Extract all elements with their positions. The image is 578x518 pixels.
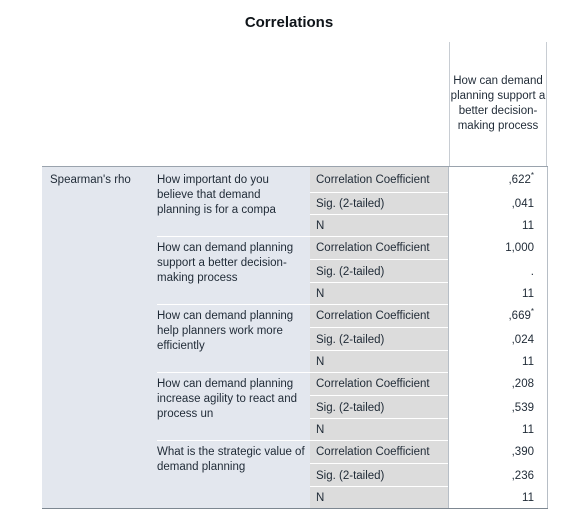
row-separator: [157, 236, 448, 237]
coefficient-value: 1,000: [505, 242, 534, 254]
row-separator: [310, 463, 448, 464]
coefficient-value: ,390: [511, 446, 534, 458]
row-separator: [310, 486, 448, 487]
variable-label: How can demand planning help planners wo…: [157, 310, 294, 352]
value-left-border: [448, 167, 449, 508]
row-group-label: Spearman's rho: [50, 174, 131, 186]
coefficient-value: ,622*: [508, 171, 534, 186]
n-value: 11: [522, 356, 534, 368]
stat-label-n: N: [316, 220, 325, 232]
table-title: Correlations: [244, 14, 334, 31]
variable-label: How can demand planning increase agility…: [157, 378, 297, 420]
stat-label-sig: Sig. (2-tailed): [316, 470, 385, 482]
coefficient-value: ,669*: [508, 307, 534, 322]
stat-label-coefficient: Correlation Coefficient: [316, 174, 430, 186]
row-separator: [310, 327, 448, 328]
row-separator: [310, 259, 448, 260]
row-separator: [310, 418, 448, 419]
sig-value: .: [530, 266, 534, 278]
row-separator: [310, 282, 448, 283]
row-separator: [157, 372, 448, 373]
stat-label-coefficient: Correlation Coefficient: [316, 446, 430, 458]
stat-label-n: N: [316, 288, 325, 300]
significance-mark: *: [530, 171, 534, 181]
header-right-border: [546, 42, 547, 166]
column-header: How can demand planning support a better…: [450, 75, 546, 132]
row-label-area: [42, 167, 310, 508]
stat-label-sig: Sig. (2-tailed): [316, 334, 385, 346]
header-left-border: [449, 42, 450, 166]
row-separator: [310, 395, 448, 396]
n-value: 11: [522, 424, 534, 436]
n-value: 11: [522, 288, 534, 300]
stat-label-coefficient: Correlation Coefficient: [316, 242, 430, 254]
stat-label-coefficient: Correlation Coefficient: [316, 310, 430, 322]
variable-label: How important do you believe that demand…: [157, 174, 276, 216]
value-right-border: [547, 167, 548, 508]
stat-label-sig: Sig. (2-tailed): [316, 402, 385, 414]
row-separator: [310, 214, 448, 215]
stat-label-area: [310, 167, 448, 508]
row-separator: [310, 350, 448, 351]
significance-mark: *: [530, 307, 534, 317]
stat-label-n: N: [316, 356, 325, 368]
row-separator: [310, 192, 448, 193]
table-bottom-rule: [42, 508, 548, 509]
coefficient-value: ,208: [511, 378, 534, 390]
value-column: [448, 167, 548, 508]
row-separator: [157, 440, 448, 441]
stat-label-sig: Sig. (2-tailed): [316, 198, 385, 210]
stat-label-coefficient: Correlation Coefficient: [316, 378, 430, 390]
sig-value: ,236: [511, 470, 534, 482]
variable-label: What is the strategic value of demand pl…: [157, 446, 305, 473]
stat-label-n: N: [316, 424, 325, 436]
n-value: 11: [522, 492, 534, 504]
stat-label-sig: Sig. (2-tailed): [316, 266, 385, 278]
table-top-rule: [42, 166, 548, 167]
variable-label: How can demand planning support a better…: [157, 242, 294, 284]
row-separator: [157, 304, 448, 305]
n-value: 11: [522, 220, 534, 232]
sig-value: ,024: [511, 334, 534, 346]
sig-value: ,539: [511, 402, 534, 414]
stat-label-n: N: [316, 492, 325, 504]
sig-value: ,041: [511, 198, 534, 210]
